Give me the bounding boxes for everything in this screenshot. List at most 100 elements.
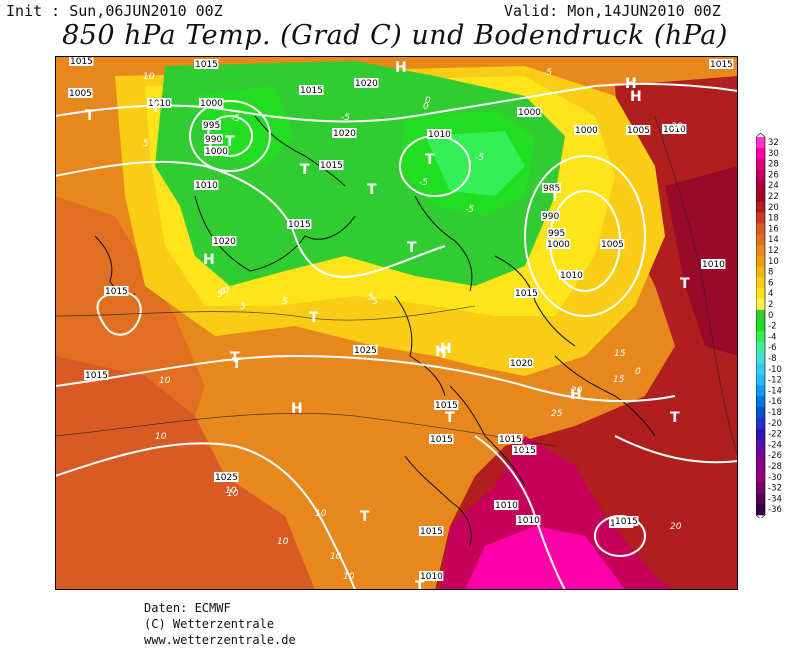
legend-label: -36 bbox=[768, 505, 782, 515]
isobar-label: 1010 bbox=[428, 130, 451, 140]
credit-url[interactable]: www.wetterzentrale.de bbox=[144, 633, 296, 647]
legend-label: 8 bbox=[768, 268, 773, 278]
isobar-label-bg bbox=[701, 259, 726, 269]
isobar-label-bg bbox=[512, 445, 537, 455]
isobar-label-bg bbox=[514, 288, 539, 298]
isobar-label-bg bbox=[574, 125, 599, 135]
legend-label: 24 bbox=[768, 181, 779, 191]
isotherm-label: -5 bbox=[341, 113, 350, 123]
isobar-label-bg bbox=[494, 500, 519, 510]
legend-label: -18 bbox=[768, 408, 782, 418]
isobar-label: 1010 bbox=[517, 516, 540, 526]
legend-label: 2 bbox=[768, 300, 773, 310]
isobar-label: 1015 bbox=[320, 161, 343, 171]
low-pressure-marker: T bbox=[670, 410, 680, 426]
legend-swatch bbox=[756, 482, 765, 494]
isobar-label-bg bbox=[498, 434, 523, 444]
isobar-label-bg bbox=[600, 239, 625, 249]
isobar-label-bg bbox=[354, 78, 379, 88]
legend-label: 16 bbox=[768, 224, 779, 234]
legend-swatch bbox=[756, 396, 765, 408]
isotherm-label: 5 bbox=[282, 297, 288, 307]
legend-label: 4 bbox=[768, 289, 773, 299]
legend-label: -6 bbox=[768, 343, 776, 353]
isobar-label: 1000 bbox=[200, 99, 223, 109]
legend-label: -12 bbox=[768, 376, 782, 386]
isotherm-label: 10 bbox=[343, 572, 355, 582]
low-pressure-marker: T bbox=[151, 100, 161, 116]
legend-label: 12 bbox=[768, 246, 779, 256]
isobar-label: 1000 bbox=[205, 147, 228, 157]
isotherm-label: -5 bbox=[475, 153, 484, 163]
legend-swatch bbox=[756, 331, 765, 343]
isobar-label: 1015 bbox=[195, 60, 218, 70]
low-pressure-marker: T bbox=[439, 346, 449, 362]
isobar-label: 1015 bbox=[105, 287, 128, 297]
legend-swatch bbox=[756, 255, 765, 267]
isotherm-label: 15 bbox=[613, 375, 625, 385]
isobar-label-bg bbox=[709, 59, 734, 69]
legend-swatch bbox=[756, 288, 765, 300]
isobar-label-bg bbox=[194, 180, 219, 190]
low-pressure-marker: T bbox=[407, 240, 417, 256]
legend-label: -22 bbox=[768, 430, 782, 440]
legend-swatch bbox=[756, 407, 765, 419]
isobar-label-bg bbox=[662, 124, 687, 134]
isobar-label: 1010 bbox=[702, 260, 725, 270]
low-pressure-marker: T bbox=[300, 162, 310, 178]
isobar-label: 995 bbox=[203, 121, 220, 131]
temperature-legend: 32302826242220181614121086420-2-4-6-8-10… bbox=[756, 133, 782, 518]
legend-swatch bbox=[756, 353, 765, 365]
isobar-label: 1010 bbox=[195, 181, 218, 191]
temp-field-hot bbox=[465, 526, 625, 590]
legend-label: -28 bbox=[768, 462, 782, 472]
isobar-label-bg bbox=[353, 345, 378, 355]
isotherm-label: 5 bbox=[372, 297, 378, 307]
legend-label: -20 bbox=[768, 419, 782, 429]
legend-label: 18 bbox=[768, 214, 779, 224]
legend-swatch bbox=[756, 169, 765, 181]
isobar-label: 1010 bbox=[420, 572, 443, 582]
isobar-label: 1020 bbox=[213, 237, 236, 247]
isotherm-label: 0 bbox=[425, 96, 431, 106]
isobar-label: 1015 bbox=[513, 446, 536, 456]
legend-label: -2 bbox=[768, 322, 776, 332]
legend-label: -32 bbox=[768, 484, 782, 494]
valid-time: Valid: Mon,14JUN2010 00Z bbox=[504, 2, 721, 20]
legend-label: 14 bbox=[768, 235, 779, 245]
isobar-label-bg bbox=[559, 270, 584, 280]
legend-swatch bbox=[756, 299, 765, 311]
isobar-label: 1010 bbox=[663, 125, 686, 135]
legend-label: -4 bbox=[768, 332, 776, 342]
legend-label: 20 bbox=[768, 203, 779, 213]
isobar-label-bg bbox=[419, 571, 444, 581]
isotherm-label: 5 bbox=[217, 290, 223, 300]
isotherm-label: 5 bbox=[368, 293, 374, 303]
high-pressure-marker: H bbox=[625, 76, 637, 92]
temp-field-midwarm bbox=[55, 356, 315, 590]
isobar-label-bg bbox=[332, 128, 357, 138]
isobar-label-bg bbox=[509, 358, 534, 368]
isotherm-label: 10 bbox=[155, 432, 167, 442]
isobar-label-bg bbox=[69, 56, 94, 66]
isobar-label: 995 bbox=[548, 229, 565, 239]
isotherm-label: 0 bbox=[223, 286, 229, 296]
isobar-label-bg bbox=[434, 400, 459, 410]
legend-swatch bbox=[756, 309, 765, 321]
isobar-label: 1015 bbox=[85, 371, 108, 381]
legend-label: -8 bbox=[768, 354, 776, 364]
low-pressure-marker: T bbox=[425, 152, 435, 168]
isobar-label: 1015 bbox=[710, 60, 733, 70]
isobar-label: 1025 bbox=[354, 346, 377, 356]
legend-swatch bbox=[756, 277, 765, 289]
isotherm-label: 25 bbox=[520, 444, 532, 454]
credit-data-source: Daten: ECMWF bbox=[144, 601, 231, 615]
high-pressure-marker: H bbox=[630, 89, 642, 105]
isobar-label-bg bbox=[542, 183, 561, 193]
isotherm-label: 10 bbox=[159, 376, 171, 386]
legend-label: 30 bbox=[768, 149, 779, 159]
low-pressure-marker: T bbox=[415, 579, 425, 590]
legend-swatch bbox=[756, 450, 765, 462]
isotherm-label: 0 bbox=[220, 287, 226, 297]
